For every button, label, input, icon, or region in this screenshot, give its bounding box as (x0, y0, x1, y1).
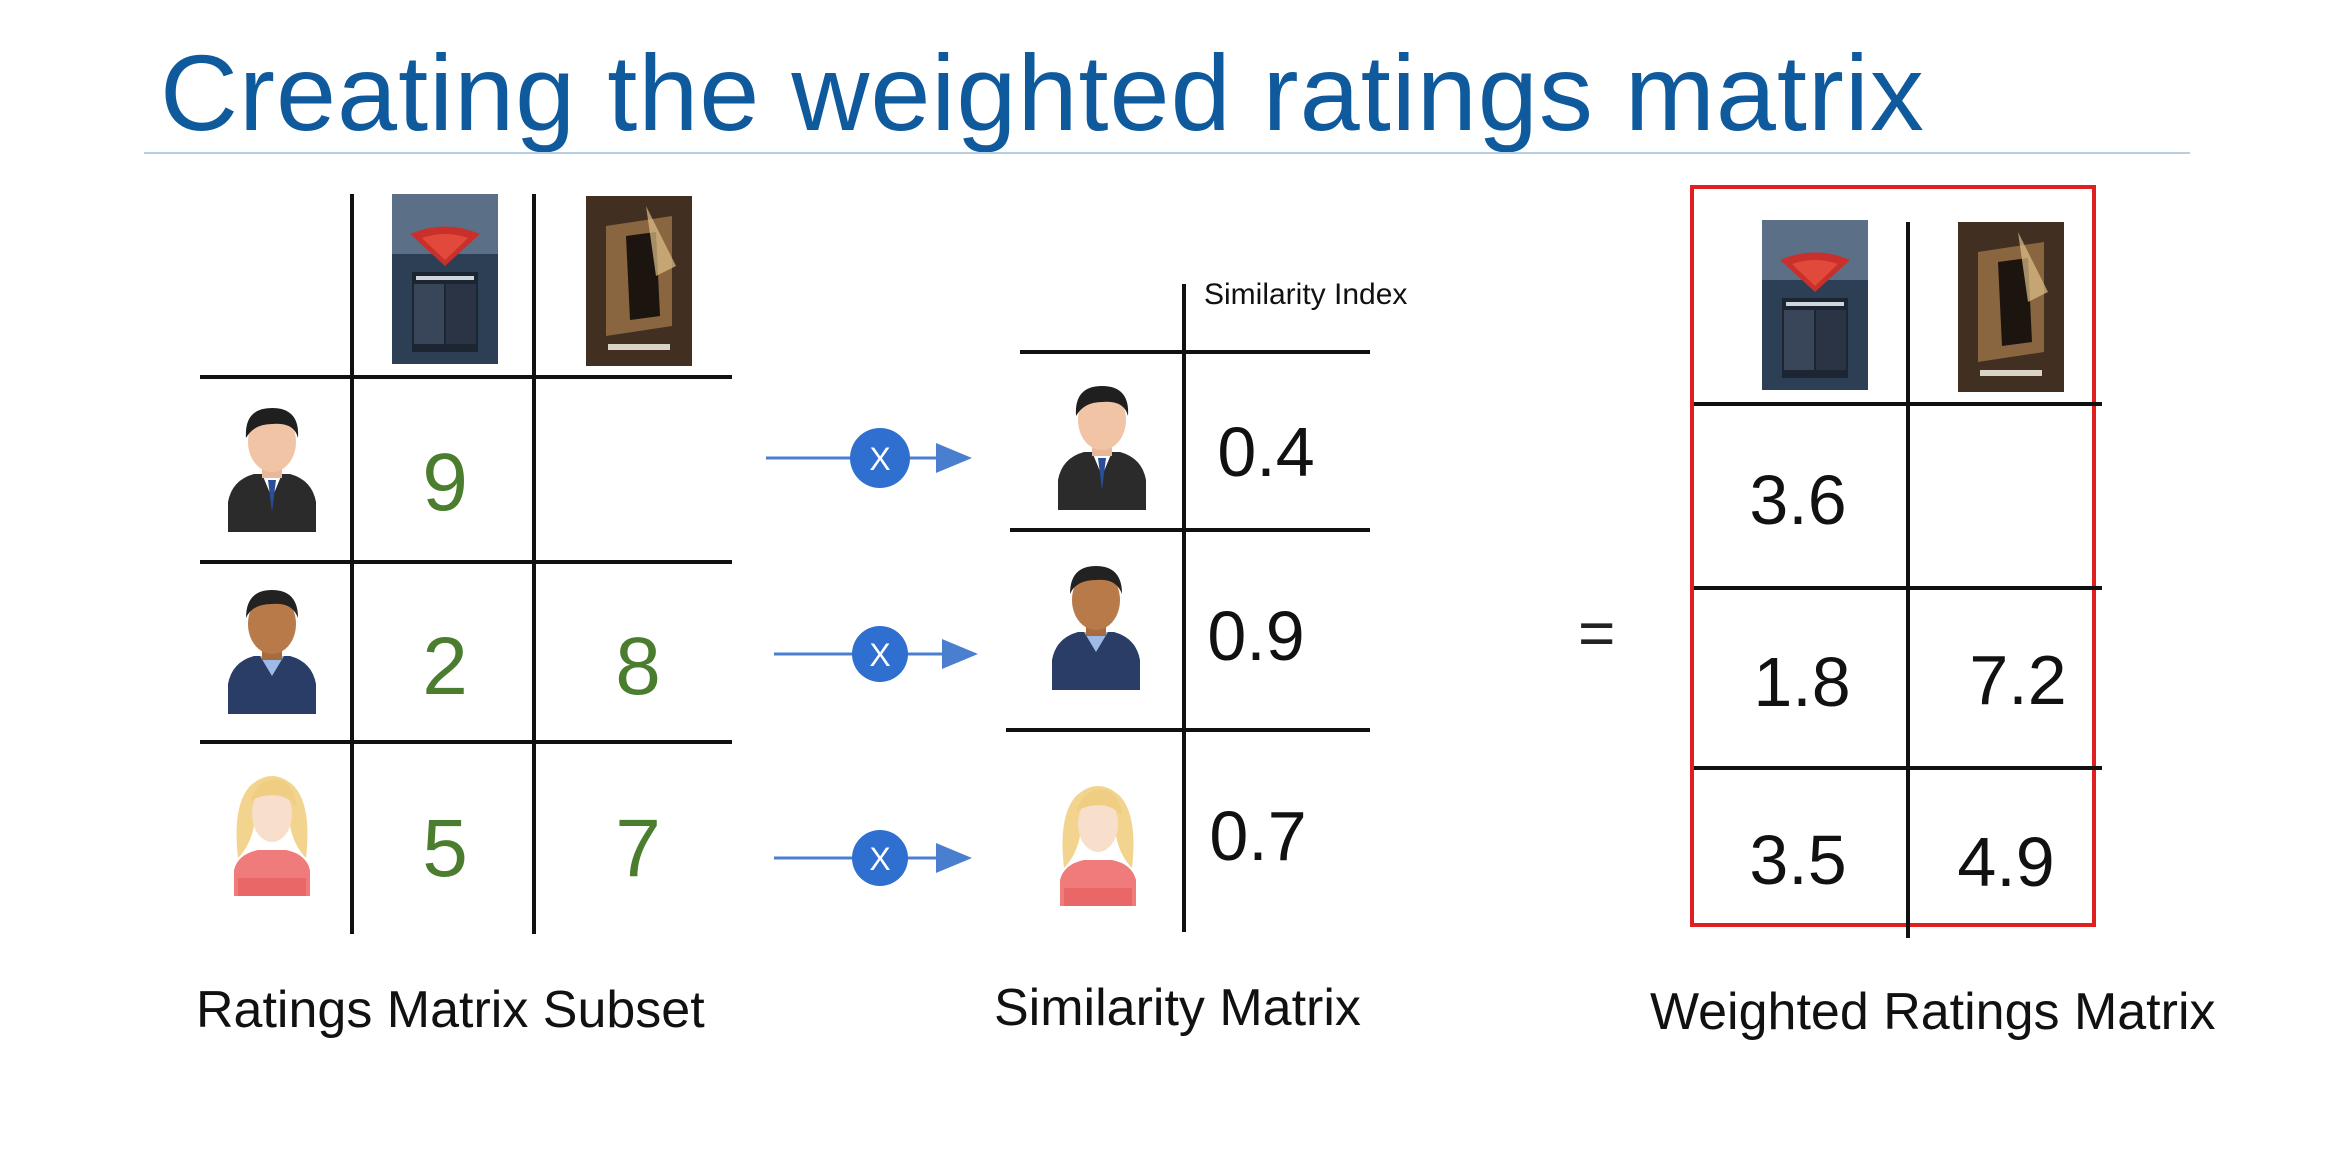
similarity-grid-line-v (1182, 284, 1186, 932)
similarity-value: 0.9 (1207, 597, 1305, 675)
multiply-symbol: X (869, 637, 890, 673)
weighted-matrix-caption: Weighted Ratings Matrix (1650, 983, 2216, 1041)
weighted-value: 3.6 (1749, 461, 1847, 539)
weighted-value: 7.2 (1969, 641, 2067, 719)
multiply-operators: X X X (766, 428, 978, 886)
ratings-matrix-caption: Ratings Matrix Subset (196, 981, 705, 1039)
similarity-grid-line-h3 (1006, 728, 1370, 732)
batman-v-superman-poster (392, 194, 498, 364)
man-suit-icon (224, 402, 320, 532)
weighted-grid-line-h1 (1694, 402, 2102, 406)
man-sweater-icon (224, 584, 320, 714)
woman-blonde-icon (1050, 776, 1146, 906)
ratings-grid-line-v2 (532, 194, 536, 934)
ratings-grid-line-h2 (200, 560, 732, 564)
weighted-value: 4.9 (1957, 823, 2055, 901)
man-sweater-icon (1048, 560, 1144, 690)
multiply-arrow-row-3: X (774, 830, 972, 886)
woman-blonde-icon (224, 766, 320, 896)
weighted-grid-line-h3 (1694, 766, 2102, 770)
similarity-matrix-caption: Similarity Matrix (994, 979, 1361, 1037)
similarity-value: 0.4 (1217, 413, 1315, 491)
weighted-value: 3.5 (1749, 821, 1847, 899)
rating-cell: 9 (422, 437, 468, 528)
ratings-grid-line-v1 (350, 194, 354, 934)
ratings-grid-line-h3 (200, 740, 732, 744)
multiply-symbol: X (869, 441, 890, 477)
title-divider (144, 152, 2190, 154)
similarity-grid-line-h1 (1020, 350, 1370, 354)
rating-cell: 5 (422, 803, 468, 894)
similarity-grid-line-h2 (1010, 528, 1370, 532)
page-title: Creating the weighted ratings matrix (160, 32, 1925, 153)
batman-begins-poster (1958, 222, 2064, 392)
rating-cell: 8 (615, 621, 661, 712)
batman-begins-poster (586, 196, 692, 366)
weighted-value: 1.8 (1753, 643, 1851, 721)
equals-sign: = (1578, 597, 1616, 669)
multiply-arrow-row-1: X (766, 428, 972, 488)
ratings-grid-line-h1 (200, 375, 732, 379)
highlight-box (1690, 185, 2096, 927)
similarity-index-header: Similarity Index (1204, 278, 1408, 311)
weighted-grid-line-h2 (1694, 586, 2102, 590)
similarity-value: 0.7 (1209, 797, 1307, 875)
rating-cell: 2 (422, 621, 468, 712)
weighted-grid-line-v (1906, 222, 1910, 938)
man-suit-icon (1054, 380, 1150, 510)
rating-cell: 7 (615, 803, 661, 894)
multiply-arrow-row-2: X (774, 626, 978, 682)
multiply-symbol: X (869, 841, 890, 877)
batman-v-superman-poster (1762, 220, 1868, 390)
